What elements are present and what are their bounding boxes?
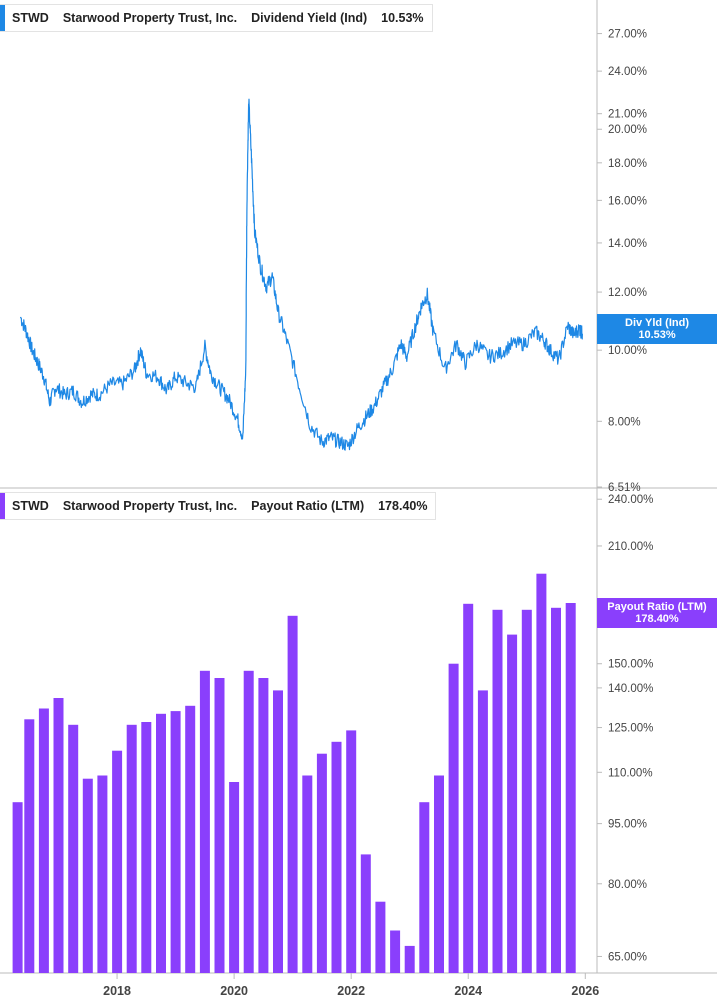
yield-legend-ticker: STWD bbox=[12, 11, 49, 25]
payout-legend-company: Starwood Property Trust, Inc. bbox=[62, 499, 238, 513]
payout-legend-swatch bbox=[0, 493, 5, 519]
yield-y-tick-label: 24.00% bbox=[608, 66, 647, 78]
yield-tag-value: 10.53% bbox=[638, 329, 676, 341]
yield-y-tick-label: 16.00% bbox=[608, 195, 647, 207]
payout-y-tick-label: 95.00% bbox=[608, 819, 647, 831]
payout-bar bbox=[53, 698, 64, 973]
payout-bar bbox=[390, 930, 401, 973]
payout-bar bbox=[68, 724, 79, 973]
yield-legend: STWD Starwood Property Trust, Inc. Divid… bbox=[0, 4, 433, 32]
payout-bar bbox=[448, 663, 459, 973]
payout-bar bbox=[199, 670, 210, 973]
yield-y-tick-label: 27.00% bbox=[608, 29, 647, 41]
yield-y-tick-label: 6.51% bbox=[608, 482, 641, 494]
payout-bar bbox=[331, 741, 342, 973]
payout-bar bbox=[258, 678, 269, 973]
x-tick-label: 2020 bbox=[220, 984, 248, 998]
payout-legend-value: 178.40% bbox=[378, 499, 428, 513]
payout-bar bbox=[112, 750, 123, 973]
payout-bar bbox=[126, 724, 137, 973]
yield-legend-company: Starwood Property Trust, Inc. bbox=[62, 11, 238, 25]
payout-bar bbox=[287, 615, 298, 973]
payout-bar bbox=[360, 854, 371, 973]
payout-bar bbox=[229, 782, 240, 973]
payout-tag-label: Payout Ratio (LTM) bbox=[607, 601, 707, 613]
yield-y-tick-label: 12.00% bbox=[608, 287, 647, 299]
payout-bar bbox=[302, 775, 313, 973]
payout-y-tick-label: 125.00% bbox=[608, 723, 653, 735]
payout-bar bbox=[375, 901, 386, 973]
payout-legend-ticker: STWD bbox=[12, 499, 49, 513]
payout-y-tick-label: 65.00% bbox=[608, 951, 647, 963]
payout-bar bbox=[12, 802, 23, 973]
x-tick-label: 2026 bbox=[571, 984, 599, 998]
yield-y-tick-label: 20.00% bbox=[608, 124, 647, 136]
payout-bar bbox=[434, 775, 444, 973]
yield-legend-value: 10.53% bbox=[381, 11, 424, 25]
payout-bar bbox=[273, 690, 283, 973]
payout-bar bbox=[404, 945, 415, 973]
yield-y-tick-label: 18.00% bbox=[608, 158, 647, 170]
payout-bar bbox=[507, 634, 518, 973]
yield-series-line bbox=[19, 98, 583, 451]
payout-y-tick-label: 150.00% bbox=[608, 659, 653, 671]
payout-bar bbox=[38, 708, 49, 973]
payout-bar bbox=[492, 609, 503, 973]
yield-y-tick-label: 21.00% bbox=[608, 109, 647, 121]
payout-y-tick-label: 240.00% bbox=[608, 494, 653, 506]
payout-value-tag: Payout Ratio (LTM) 178.40% bbox=[597, 598, 717, 628]
yield-legend-metric: Dividend Yield (Ind) bbox=[251, 11, 368, 25]
x-tick-label: 2024 bbox=[454, 984, 482, 998]
yield-legend-swatch bbox=[0, 5, 5, 31]
payout-bar bbox=[346, 730, 357, 973]
payout-y-tick-label: 210.00% bbox=[608, 541, 653, 553]
yield-y-tick-label: 8.00% bbox=[608, 416, 641, 428]
yield-tag-label: Div Yld (Ind) bbox=[625, 317, 689, 329]
x-tick-label: 2022 bbox=[337, 984, 365, 998]
yield-y-tick-label: 14.00% bbox=[608, 238, 647, 250]
payout-bar bbox=[156, 713, 166, 973]
yield-y-tick-label: 10.00% bbox=[608, 345, 647, 357]
payout-bar bbox=[170, 711, 181, 973]
payout-bar bbox=[565, 603, 576, 973]
payout-bar bbox=[536, 573, 547, 973]
x-tick-label: 2018 bbox=[103, 984, 131, 998]
payout-bar bbox=[419, 802, 430, 973]
payout-bar bbox=[551, 607, 561, 973]
payout-y-tick-label: 140.00% bbox=[608, 683, 653, 695]
payout-bar bbox=[24, 719, 35, 973]
payout-bar bbox=[97, 775, 108, 973]
yield-value-tag: Div Yld (Ind) 10.53% bbox=[597, 314, 717, 344]
payout-legend: STWD Starwood Property Trust, Inc. Payou… bbox=[0, 492, 437, 520]
payout-bar bbox=[316, 753, 327, 973]
payout-bar bbox=[521, 609, 532, 973]
payout-bar bbox=[214, 678, 225, 973]
payout-bar bbox=[243, 670, 254, 973]
payout-y-tick-label: 80.00% bbox=[608, 879, 647, 891]
payout-tag-value: 178.40% bbox=[635, 613, 679, 625]
payout-legend-metric: Payout Ratio (LTM) bbox=[251, 499, 365, 513]
payout-bar bbox=[82, 778, 93, 973]
payout-bar bbox=[477, 690, 488, 973]
payout-bar bbox=[185, 705, 196, 973]
payout-bar bbox=[141, 722, 152, 973]
payout-bar bbox=[463, 603, 474, 973]
payout-y-tick-label: 110.00% bbox=[608, 767, 653, 779]
